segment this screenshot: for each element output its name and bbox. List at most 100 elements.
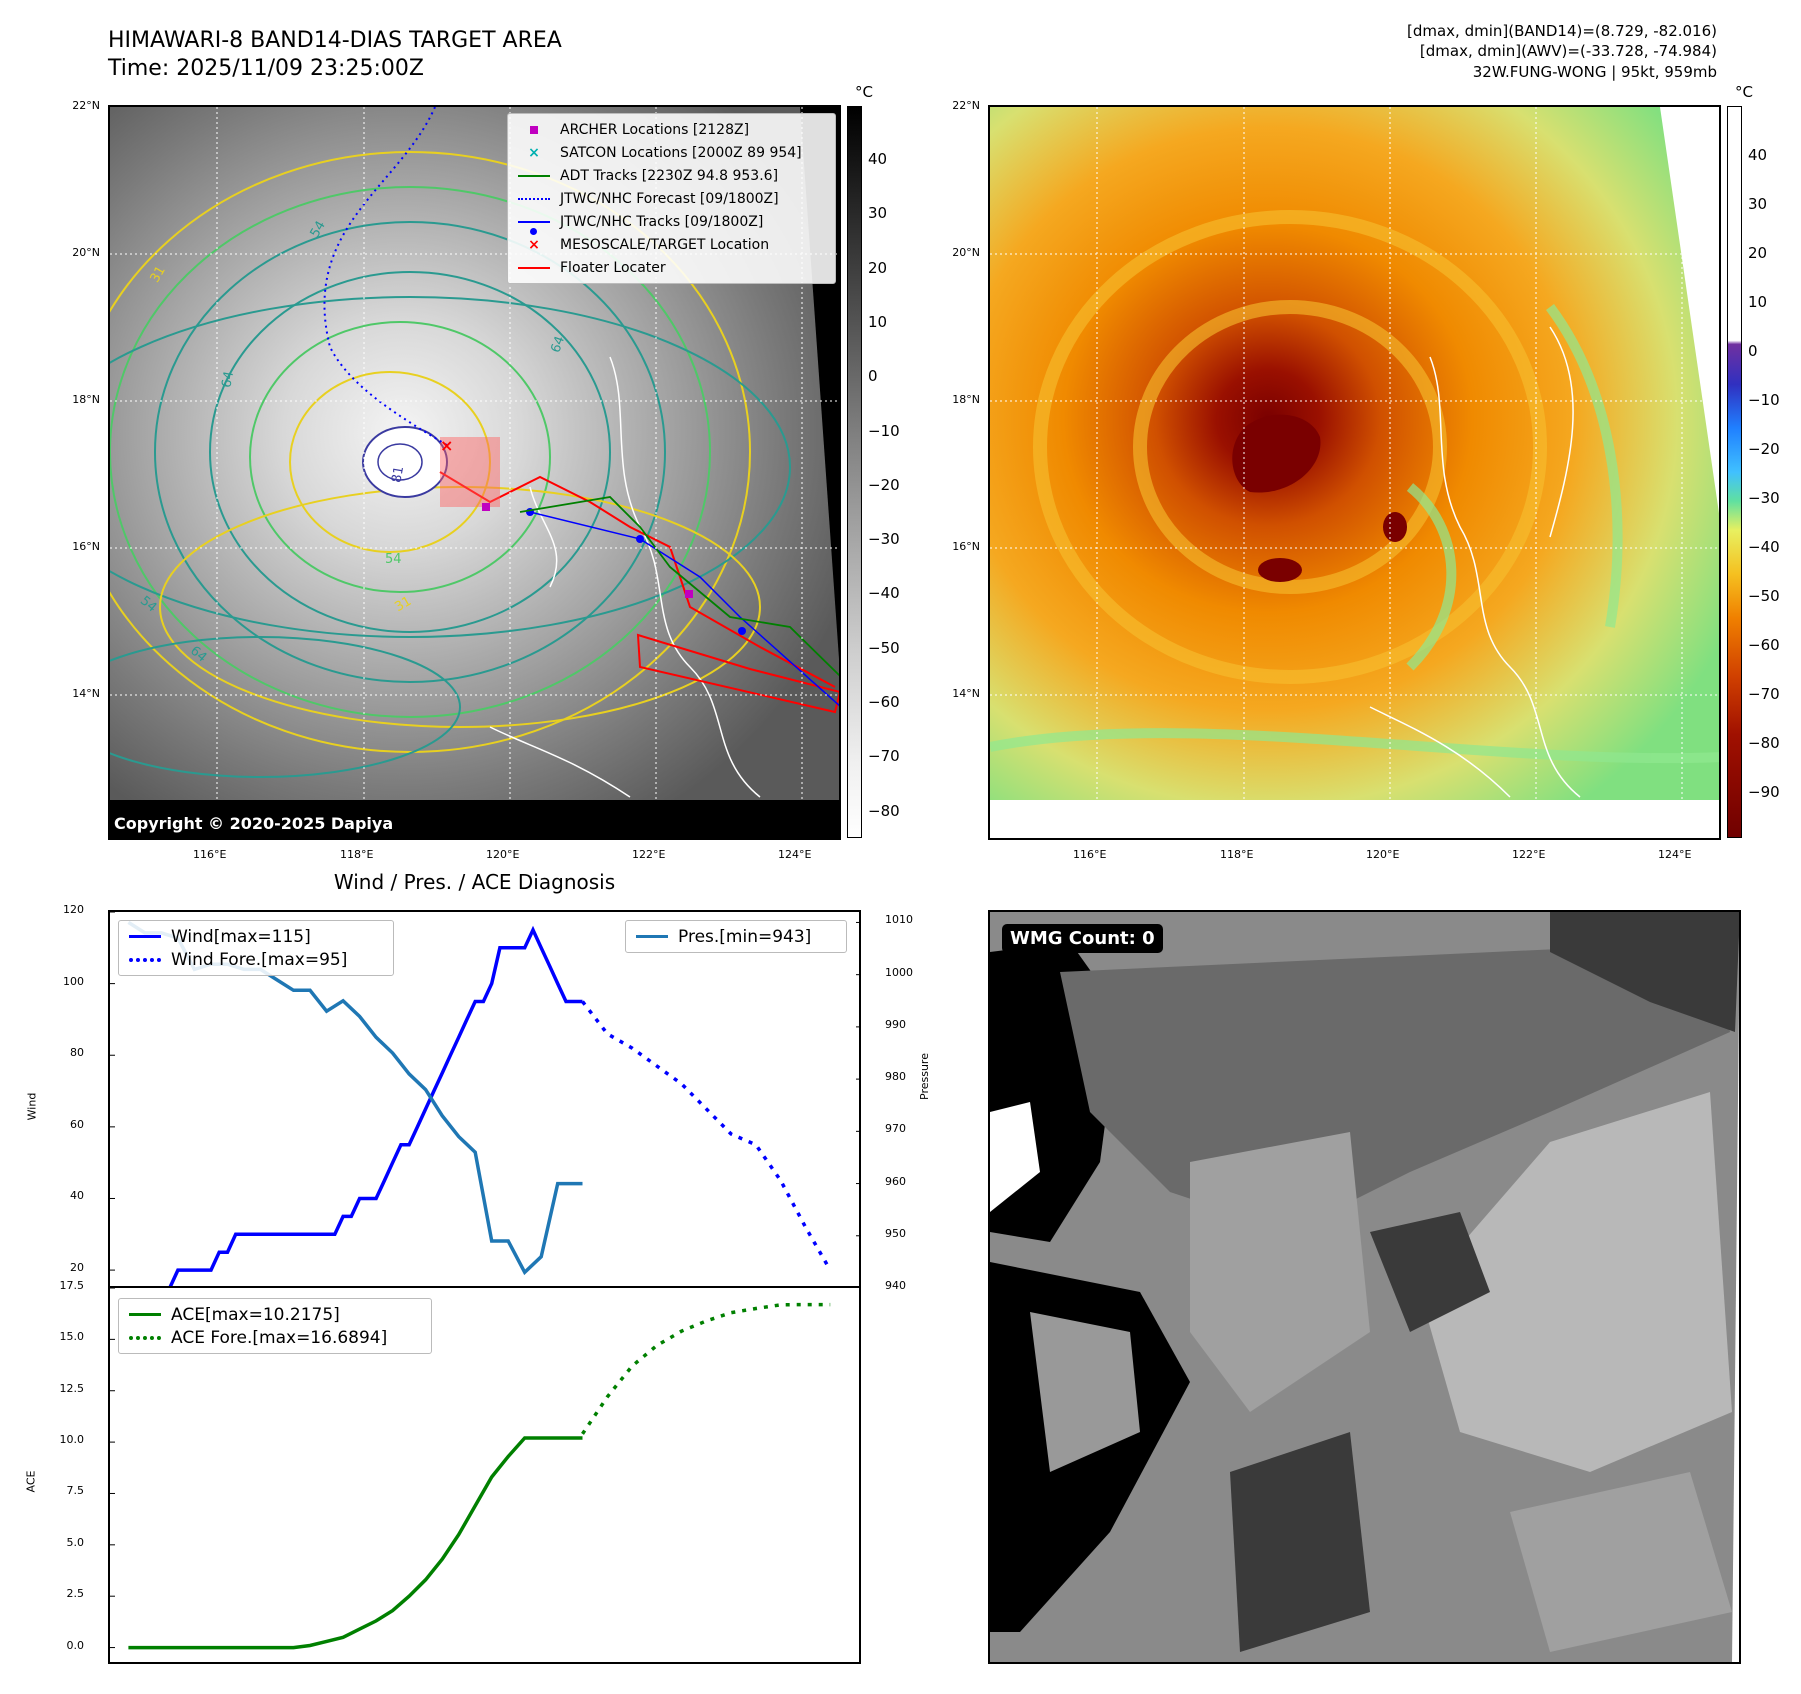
legend-pres: Pres.[min=943] xyxy=(634,925,838,948)
latitude-label: 14°N xyxy=(72,687,100,700)
colorbar-tick-label: −10 xyxy=(1748,391,1780,409)
ace-legend: ACE[max=10.2175] ACE Fore.[max=16.6894] xyxy=(118,1298,432,1354)
y-right-tick-label: 960 xyxy=(885,1174,906,1188)
colorbar-tick-label: −80 xyxy=(1748,734,1780,752)
wind-axis-label: Wind xyxy=(25,1092,39,1121)
latitude-label: 20°N xyxy=(952,246,980,259)
legend-ace-fore: ACE Fore.[max=16.6894] xyxy=(127,1326,423,1349)
legend-mesoscale: × MESOSCALE/TARGET Location xyxy=(516,233,827,256)
legend-label: Pres.[min=943] xyxy=(678,926,812,947)
line-icon xyxy=(516,174,552,177)
y-tick-label: 40 xyxy=(70,1189,84,1203)
square-marker-icon xyxy=(516,125,552,134)
legend-label: Wind Fore.[max=95] xyxy=(171,949,348,970)
colorbar-tick-label: −50 xyxy=(1748,587,1780,605)
legend-label: ARCHER Locations [2128Z] xyxy=(560,121,750,138)
contour-label: 64 xyxy=(219,370,238,389)
y-tick-label: 60 xyxy=(70,1117,84,1131)
latitude-label: 14°N xyxy=(952,687,980,700)
legend-jtwc-forecast: JTWC/NHC Forecast [09/1800Z] xyxy=(516,187,827,210)
y-right-tick-label: 980 xyxy=(885,1070,906,1084)
line-dot-icon xyxy=(516,220,552,235)
wmg-image xyxy=(990,912,1739,1662)
latitude-label: 16°N xyxy=(72,540,100,553)
longitude-label: 124°E xyxy=(778,848,812,861)
y-tick-label: 2.5 xyxy=(66,1587,85,1601)
chart-title-line1: HIMAWARI-8 BAND14-DIAS TARGET AREA xyxy=(108,28,562,53)
wmg-count-badge: WMG Count: 0 xyxy=(1002,924,1163,953)
latitude-label: 22°N xyxy=(952,99,980,112)
legend-wind-fore: Wind Fore.[max=95] xyxy=(127,948,385,971)
contour-label: 81 xyxy=(389,465,408,484)
line-icon xyxy=(127,1313,163,1316)
wind-legend: Wind[max=115] Wind Fore.[max=95] xyxy=(118,920,394,976)
gray-colorbar-unit: °C xyxy=(855,83,873,101)
colorbar-tick-label: −60 xyxy=(1748,636,1780,654)
colorbar-tick-label: −20 xyxy=(868,475,900,494)
colorbar-tick-label: −30 xyxy=(868,530,900,549)
colorbar-tick-label: −70 xyxy=(868,747,900,766)
series-line-1 xyxy=(581,1000,832,1271)
colorbar-tick-label: 30 xyxy=(868,204,888,223)
y-right-tick-label: 940 xyxy=(885,1279,906,1292)
pressure-axis-label: Pressure xyxy=(918,1053,931,1100)
legend-ace: ACE[max=10.2175] xyxy=(127,1303,423,1326)
line-icon xyxy=(127,935,163,938)
dotted-line-icon xyxy=(516,197,552,200)
y-tick-label: 80 xyxy=(70,1046,84,1060)
y-tick-label: 100 xyxy=(63,974,84,988)
longitude-label: 116°E xyxy=(193,848,227,861)
ace-chart: ACE[max=10.2175] ACE Fore.[max=16.6894] xyxy=(108,1286,861,1664)
dmax-dmin-band14: [dmax, dmin](BAND14)=(8.729, -82.016) xyxy=(1406,22,1717,40)
longitude-label: 116°E xyxy=(1073,848,1107,861)
y-tick-label: 5.0 xyxy=(66,1535,85,1549)
dmax-dmin-awv: [dmax, dmin](AWV)=(-33.728, -74.984) xyxy=(1419,42,1717,60)
legend-jtwc-tracks: JTWC/NHC Tracks [09/1800Z] xyxy=(516,210,827,235)
latitude-label: 22°N xyxy=(72,99,100,112)
x-marker-icon: × xyxy=(528,236,540,253)
legend-label: JTWC/NHC Forecast [09/1800Z] xyxy=(560,190,779,207)
awv-map-image xyxy=(990,107,1719,838)
colorbar-tick-label: −60 xyxy=(868,693,900,711)
legend-label: MESOSCALE/TARGET Location xyxy=(560,236,770,253)
y-right-tick-label: 990 xyxy=(885,1017,906,1031)
legend-floater: Floater Locater xyxy=(516,256,827,279)
legend-satcon: × SATCON Locations [2000Z 89 954] xyxy=(516,141,827,164)
colorbar-tick-label: 0 xyxy=(1748,342,1758,360)
awv-map-panel xyxy=(988,105,1721,840)
contour-label: 54 xyxy=(385,552,402,567)
wmg-panel: WMG Count: 0 xyxy=(988,910,1741,1664)
colorbar-tick-label: 0 xyxy=(868,367,878,386)
y-tick-label: 20 xyxy=(70,1261,84,1275)
color-colorbar xyxy=(1727,106,1742,838)
storm-info: 32W.FUNG-WONG | 95kt, 959mb xyxy=(1472,63,1717,81)
colorbar-tick-label: −80 xyxy=(868,801,900,820)
ir-map-panel: × 54 31 64 64 54 31 64 54 81 ARCHER Loca… xyxy=(108,105,841,840)
diagnosis-title: Wind / Pres. / ACE Diagnosis xyxy=(333,870,616,894)
longitude-label: 118°E xyxy=(340,848,374,861)
legend-wind: Wind[max=115] xyxy=(127,925,385,948)
y-right-tick-label: 1000 xyxy=(885,965,913,979)
legend-archer: ARCHER Locations [2128Z] xyxy=(516,118,827,141)
dotted-line-icon xyxy=(127,957,163,962)
line-icon xyxy=(516,266,552,269)
wind-pressure-chart: Wind[max=115] Wind Fore.[max=95] Pres.[m… xyxy=(108,910,861,1288)
longitude-label: 124°E xyxy=(1658,848,1692,861)
y-tick-label: 0.0 xyxy=(66,1638,85,1652)
latitude-label: 20°N xyxy=(72,246,100,259)
legend-adt: ADT Tracks [2230Z 94.8 953.6] xyxy=(516,164,827,187)
colorbar-tick-label: 20 xyxy=(868,258,888,277)
legend-label: JTWC/NHC Tracks [09/1800Z] xyxy=(560,213,764,230)
copyright-notice: Copyright © 2020-2025 Dapiya xyxy=(114,814,394,833)
color-colorbar-unit: °C xyxy=(1735,83,1753,101)
longitude-label: 118°E xyxy=(1220,848,1254,861)
y-tick-label: 17.5 xyxy=(59,1279,85,1292)
series-line-0 xyxy=(128,1436,583,1650)
legend-label: ADT Tracks [2230Z 94.8 953.6] xyxy=(560,167,779,184)
colorbar-tick-label: −30 xyxy=(1748,489,1780,507)
series-line-1 xyxy=(581,1302,831,1435)
legend-label: ACE Fore.[max=16.6894] xyxy=(171,1327,388,1348)
latitude-label: 18°N xyxy=(952,393,980,406)
pres-legend: Pres.[min=943] xyxy=(625,920,847,953)
y-right-tick-label: 1010 xyxy=(885,913,913,927)
